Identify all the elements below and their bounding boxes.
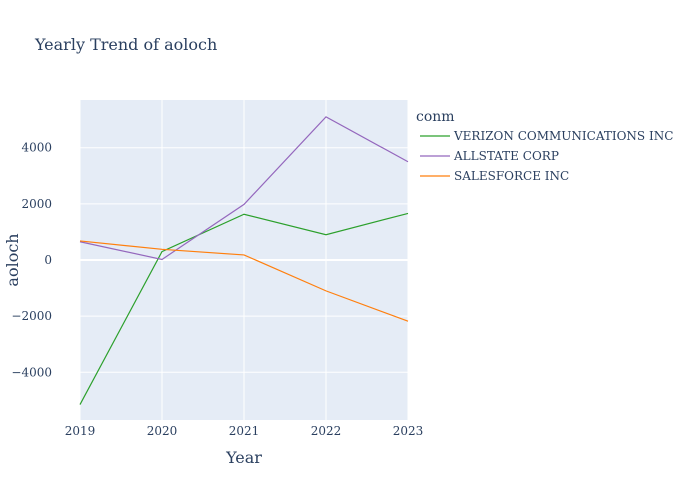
legend[interactable]: VERIZON COMMUNICATIONS INC ALLSTATE CORP S… bbox=[420, 129, 673, 183]
y-ticks: −4000 −2000 0 2000 4000 bbox=[11, 141, 52, 380]
legend-item[interactable]: SALESFORCE INC bbox=[420, 169, 569, 183]
x-tick-label: 2020 bbox=[147, 424, 178, 438]
y-tick-label: 2000 bbox=[21, 197, 52, 211]
series-line bbox=[79, 212, 409, 405]
y-tick-label: −2000 bbox=[11, 309, 52, 323]
y-tick-label: 0 bbox=[44, 253, 52, 267]
legend-label: ALLSTATE CORP bbox=[453, 149, 559, 163]
series-line bbox=[79, 240, 409, 322]
legend-title: conm bbox=[416, 109, 455, 125]
y-axis-title: aoloch bbox=[3, 233, 22, 286]
legend-label: VERIZON COMMUNICATIONS INC bbox=[453, 129, 673, 143]
x-tick-label: 2019 bbox=[65, 424, 96, 438]
x-tick-label: 2023 bbox=[393, 424, 424, 438]
y-tick-label: −4000 bbox=[11, 365, 52, 379]
legend-item[interactable]: ALLSTATE CORP bbox=[420, 149, 559, 163]
x-axis-title: Year bbox=[225, 448, 262, 467]
series-line bbox=[79, 116, 409, 261]
series-lines bbox=[79, 116, 409, 405]
y-tick-label: 4000 bbox=[21, 141, 52, 155]
x-tick-label: 2022 bbox=[311, 424, 342, 438]
x-ticks: 2019 2020 2021 2022 2023 bbox=[65, 424, 424, 438]
grid bbox=[79, 100, 409, 420]
chart-title: Yearly Trend of aoloch bbox=[34, 35, 217, 54]
legend-label: SALESFORCE INC bbox=[454, 169, 569, 183]
x-tick-label: 2021 bbox=[229, 424, 260, 438]
legend-item[interactable]: VERIZON COMMUNICATIONS INC bbox=[420, 129, 673, 143]
